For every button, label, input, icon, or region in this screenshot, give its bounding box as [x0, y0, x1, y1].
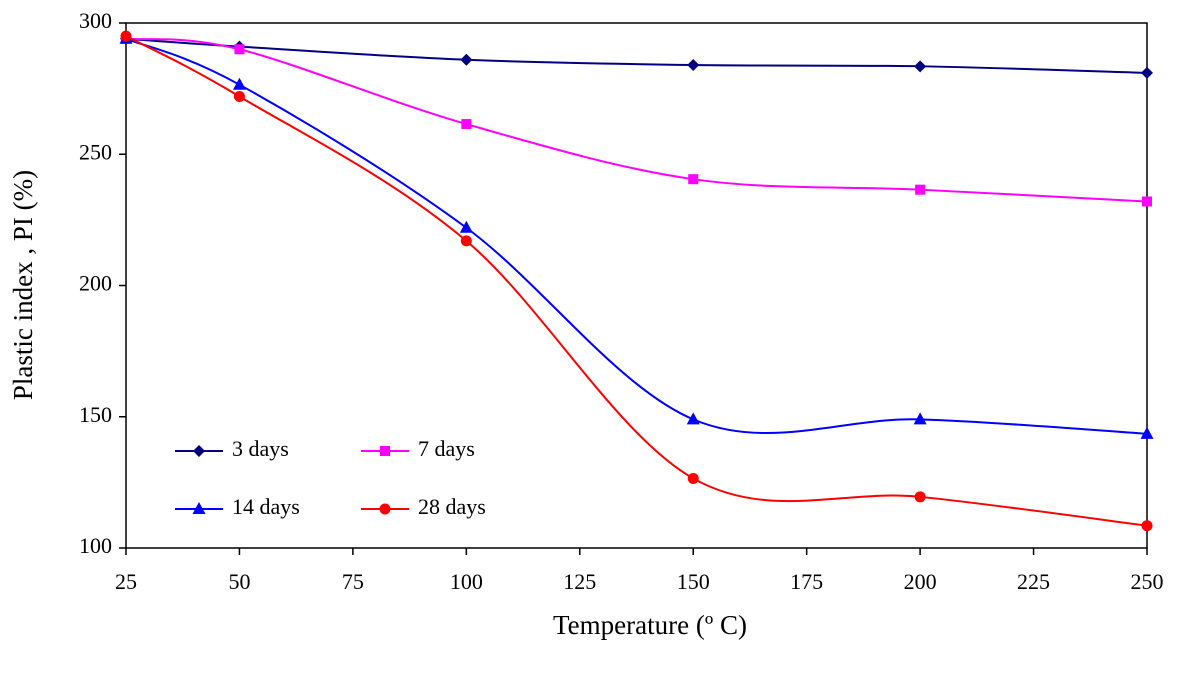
- y-tick-label: 200: [79, 271, 112, 296]
- marker: [687, 59, 700, 71]
- marker: [460, 53, 473, 66]
- marker: [1142, 196, 1152, 207]
- legend-marker: [379, 503, 391, 515]
- marker: [687, 472, 699, 484]
- plot-frame: [125, 22, 1148, 549]
- y-tick-label: 250: [79, 139, 112, 164]
- marker: [461, 119, 472, 130]
- y-tick-label: 300: [79, 8, 112, 33]
- legend-label: 7 days: [418, 436, 475, 461]
- legend-label: 28 days: [418, 494, 486, 519]
- marker: [234, 44, 245, 55]
- x-tick-label: 50: [228, 569, 250, 594]
- x-tick-label: 175: [790, 569, 823, 594]
- legend-label: 3 days: [232, 436, 289, 461]
- x-tick-label: 250: [1131, 569, 1164, 594]
- marker: [233, 91, 245, 102]
- x-axis-label: Temperature (º C): [553, 610, 747, 640]
- x-tick-label: 200: [904, 569, 937, 594]
- marker: [914, 60, 927, 73]
- marker: [232, 77, 246, 90]
- series-line: [125, 37, 1148, 435]
- x-tick-label: 25: [115, 569, 137, 594]
- legend-marker: [380, 446, 390, 456]
- x-tick-label: 100: [450, 569, 483, 594]
- marker: [1141, 520, 1153, 532]
- x-tick-label: 150: [677, 569, 710, 594]
- marker: [460, 235, 472, 247]
- y-tick-label: 100: [79, 533, 112, 558]
- marker: [688, 174, 699, 185]
- x-tick-label: 125: [563, 569, 596, 594]
- y-axis-label: Plastic index , PI (%): [8, 170, 38, 400]
- x-tick-label: 225: [1017, 569, 1050, 594]
- y-tick-label: 150: [79, 402, 112, 427]
- marker: [459, 220, 473, 233]
- marker: [913, 412, 927, 425]
- marker: [686, 412, 700, 425]
- legend-marker: [192, 502, 206, 514]
- legend-marker: [193, 445, 205, 457]
- marker: [914, 491, 926, 503]
- x-tick-label: 75: [342, 569, 364, 594]
- marker: [120, 30, 132, 42]
- marker: [1140, 426, 1154, 439]
- legend-label: 14 days: [232, 494, 300, 519]
- marker: [915, 184, 926, 195]
- series-line: [125, 37, 1148, 74]
- marker: [1141, 66, 1153, 79]
